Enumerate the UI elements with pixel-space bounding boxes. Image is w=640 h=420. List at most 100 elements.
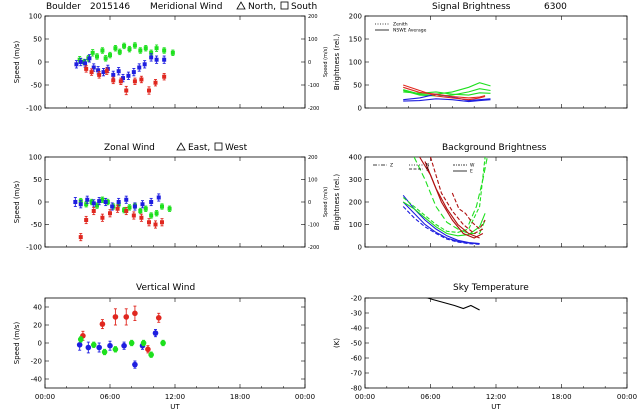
data-point (110, 205, 114, 209)
data-point (137, 66, 141, 70)
y-axis-label: (K) (333, 338, 341, 348)
data-point (108, 53, 112, 57)
data-point (102, 349, 108, 355)
x-axis-label: UT (491, 403, 501, 411)
data-point (155, 46, 159, 50)
y-tick-label: -40 (31, 376, 42, 384)
data-point (111, 73, 115, 77)
data-point (105, 69, 109, 73)
data-point (111, 78, 115, 82)
data-point (84, 67, 88, 71)
data-point (144, 207, 148, 211)
meridional-legend-south: South (291, 2, 317, 12)
data-point (124, 198, 128, 202)
legend-label: W (470, 163, 475, 169)
data-point (86, 345, 92, 351)
zonal-legend-west: West (225, 143, 248, 153)
right-y-tick-label: 100 (308, 37, 318, 43)
data-point (96, 345, 102, 351)
right-y-axis-label: Speed (m/s) (323, 47, 329, 77)
site-label: Boulder (46, 2, 81, 12)
right-y-axis-label: Speed (m/s) (323, 187, 329, 217)
data-point (143, 62, 147, 66)
data-point (138, 49, 142, 53)
data-point (113, 314, 119, 320)
y-tick-label: -100 (26, 105, 42, 113)
data-point (107, 343, 113, 349)
data-point (113, 347, 119, 353)
square-icon (215, 143, 222, 150)
y-tick-label: -20 (31, 358, 42, 366)
data-point (162, 75, 166, 79)
legend-label: E (470, 169, 473, 175)
data-point (117, 200, 121, 204)
right-y-tick-label: -200 (308, 245, 319, 251)
x-tick-label: 12:00 (165, 393, 185, 401)
data-point (154, 81, 158, 85)
y-axis-label: Speed (m/s) (13, 41, 21, 84)
data-point (149, 55, 153, 59)
data-point (141, 340, 147, 346)
data-point (171, 51, 175, 55)
right-y-tick-label: 200 (308, 155, 318, 161)
x-tick-label: 12:00 (486, 393, 506, 401)
y-tick-label: -100 (26, 244, 42, 252)
y-tick-label: 100 (29, 13, 42, 21)
data-point (91, 342, 97, 348)
y-tick-label: -20 (351, 295, 362, 303)
data-point (145, 347, 151, 353)
y-tick-label: 50 (353, 82, 362, 90)
data-point (117, 69, 121, 73)
data-point (77, 342, 83, 348)
data-point (129, 340, 135, 346)
data-point (139, 216, 143, 220)
y-axis-label: Brightness (rel.) (333, 34, 341, 90)
y-tick-label: 400 (349, 154, 362, 162)
date-label: 2015146 (90, 2, 130, 12)
data-point (133, 79, 137, 83)
data-point (149, 200, 153, 204)
data-point (92, 209, 96, 213)
data-point (132, 311, 138, 317)
data-point (133, 43, 137, 47)
vertical-title: Vertical Wind (136, 283, 195, 293)
data-point (126, 74, 130, 78)
data-point (104, 200, 108, 204)
data-point (100, 49, 104, 53)
data-point (85, 198, 89, 202)
data-point (147, 220, 151, 224)
data-point (79, 202, 83, 206)
right-y-tick-label: -100 (308, 223, 319, 229)
y-tick-label: 20 (33, 322, 42, 330)
data-point (87, 56, 91, 60)
x-tick-label: 00:00 (617, 393, 637, 401)
signal-wavelength: 6300 (544, 2, 567, 12)
y-tick-label: -80 (351, 385, 362, 393)
background-title: Background Brightness (442, 143, 547, 153)
skytemp-data-layer (423, 297, 480, 311)
data-point (91, 51, 95, 55)
zonal-legend-east: East, (188, 143, 210, 153)
series-line (423, 297, 480, 311)
triangle-icon (177, 143, 185, 150)
square-icon (281, 2, 288, 9)
right-y-tick-label: -100 (308, 83, 319, 89)
data-point (124, 89, 128, 93)
series-line (420, 157, 483, 238)
data-point (90, 70, 94, 74)
data-point (78, 337, 84, 343)
legend-label-zenith: Zenith (393, 22, 408, 28)
data-point (133, 205, 137, 209)
data-point (156, 315, 162, 321)
y-tick-label: 300 (349, 176, 362, 184)
data-point (147, 89, 151, 93)
vertical-plot-frame (45, 298, 305, 388)
y-axis-label: Brightness (rel.) (333, 174, 341, 230)
y-tick-label: -50 (31, 82, 42, 90)
data-point (153, 330, 159, 336)
skytemp-plot-frame (365, 298, 627, 388)
data-point (141, 202, 145, 206)
signal-title: Signal Brightness (432, 2, 511, 12)
y-tick-label: 200 (349, 199, 362, 207)
data-point (83, 61, 87, 65)
